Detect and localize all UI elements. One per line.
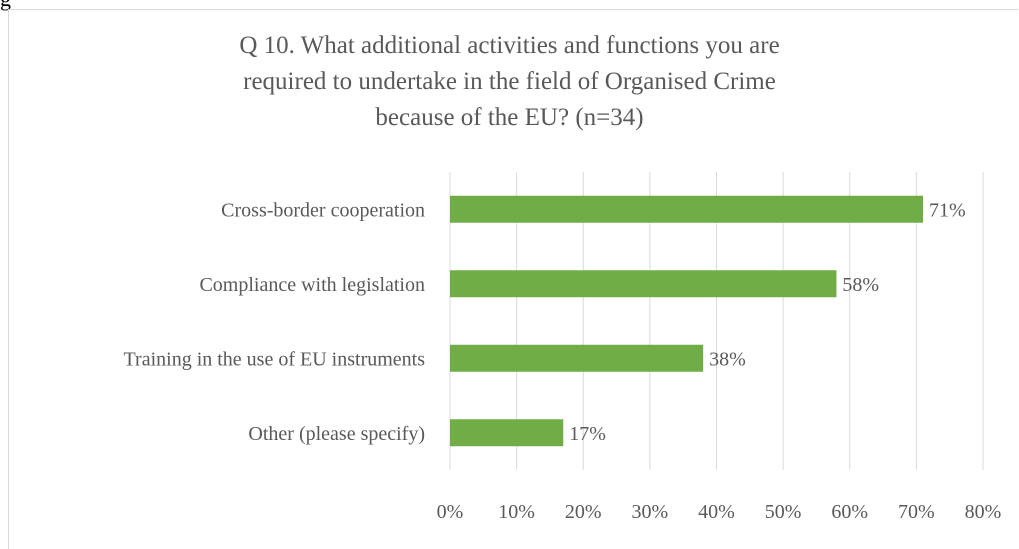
bar	[450, 270, 837, 298]
data-label: 58%	[842, 274, 879, 296]
bar	[450, 419, 564, 447]
x-tick-label: 60%	[831, 501, 868, 523]
category-label: Other (please specify)	[248, 423, 425, 445]
category-labels: Cross-border cooperation Compliance with …	[124, 199, 426, 445]
category-label: Cross-border cooperation	[221, 199, 425, 221]
x-tick-label: 20%	[565, 501, 602, 523]
x-tick-label: 80%	[965, 501, 1002, 523]
category-label: Compliance with legislation	[199, 274, 425, 296]
category-label: Training in the use of EU instruments	[124, 348, 426, 370]
chart-title-line-2: required to undertake in the field of Or…	[243, 68, 776, 95]
x-tick-label: 10%	[498, 501, 535, 523]
data-labels: 71% 58% 38% 17%	[569, 199, 965, 445]
x-tick-label: 0%	[437, 501, 464, 523]
data-label: 38%	[709, 348, 746, 370]
bars	[450, 195, 924, 447]
bar-chart: Cross-border cooperation Compliance with …	[124, 172, 1002, 523]
chart-title-line-3: because of the EU? (n=34)	[375, 104, 644, 131]
x-tick-label: 70%	[898, 501, 935, 523]
x-tick-label: 50%	[765, 501, 802, 523]
bar	[450, 195, 924, 223]
chart-title-line-1: Q 10. What additional activities and fun…	[239, 32, 780, 59]
chart-title: Q 10. What additional activities and fun…	[0, 28, 1019, 136]
x-tick-labels: 0% 10% 20% 30% 40% 50% 60% 70% 80%	[437, 501, 1002, 523]
page-top-fragment: g	[0, 0, 11, 12]
data-label: 71%	[929, 199, 966, 221]
x-tick-label: 40%	[698, 501, 735, 523]
x-tick-label: 30%	[632, 501, 669, 523]
bar	[450, 344, 704, 372]
chart-frame	[8, 9, 1018, 549]
data-label: 17%	[569, 423, 606, 445]
